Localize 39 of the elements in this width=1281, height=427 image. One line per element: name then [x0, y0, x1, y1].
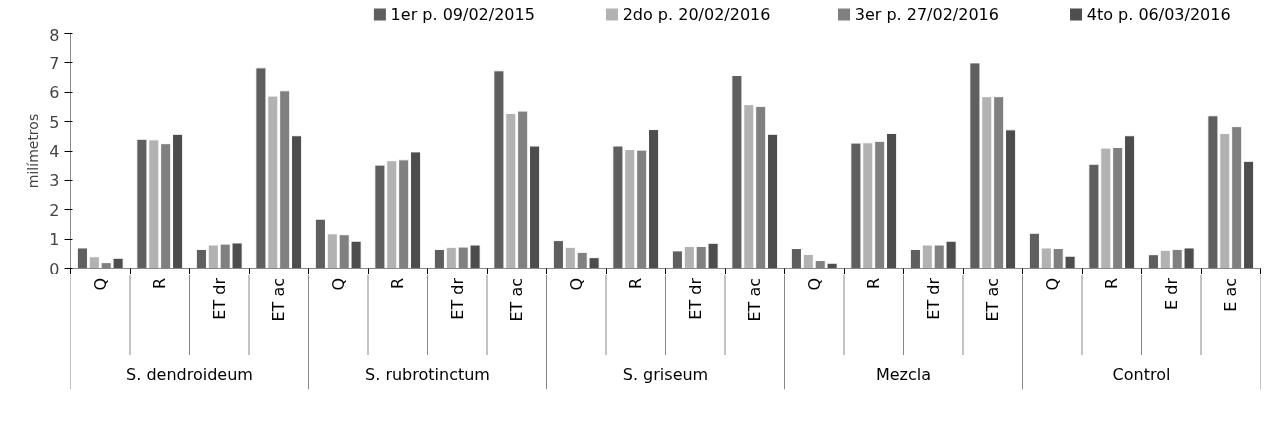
- category-label: ET ac: [269, 277, 289, 322]
- category-label: E ac: [1221, 277, 1241, 312]
- legend-label: 3er p. 27/02/2016: [854, 5, 999, 24]
- y-tick-label: 7: [49, 53, 60, 73]
- category-label: Q: [804, 277, 824, 291]
- legend-label: 2do p. 20/02/2016: [622, 5, 771, 24]
- y-tick-label: 5: [49, 112, 60, 132]
- category-label: Control: [1112, 365, 1171, 385]
- category-label: S. griseum: [622, 365, 709, 385]
- y-tick-label: 4: [49, 142, 60, 161]
- category-label: ET ac: [983, 277, 1003, 322]
- category-label: ET dr: [685, 277, 705, 320]
- category-label: R: [1102, 277, 1122, 290]
- y-tick-label: 6: [49, 83, 60, 103]
- y-tick-label: 8: [49, 25, 60, 45]
- category-label: ET ac: [507, 277, 527, 322]
- category-label: ET dr: [923, 277, 943, 320]
- legend-label: 1er p. 09/02/2015: [390, 5, 535, 24]
- category-label: R: [388, 277, 408, 290]
- category-label: S. dendroideum: [126, 365, 253, 385]
- category-label: R: [626, 277, 646, 290]
- category-label: E dr: [1161, 277, 1181, 310]
- y-tick-label: 0: [49, 259, 60, 279]
- y-axis-title: milímetros: [25, 113, 42, 189]
- y-tick-label: 3: [49, 171, 60, 191]
- category-label: ET dr: [447, 277, 467, 320]
- category-label: Mezcla: [875, 365, 932, 385]
- category-label: R: [150, 277, 170, 290]
- category-label: Q: [90, 277, 110, 291]
- category-label: ET dr: [209, 277, 229, 320]
- category-label: S. rubrotinctum: [365, 365, 490, 385]
- y-tick-label: 1: [49, 230, 60, 250]
- category-label: Q: [1042, 277, 1062, 291]
- category-label: R: [864, 277, 884, 290]
- category-label: Q: [566, 277, 586, 291]
- category-label: ET ac: [745, 277, 765, 322]
- legend-label: 4to p. 06/03/2016: [1086, 5, 1231, 24]
- category-label: Q: [328, 277, 348, 291]
- y-tick-label: 2: [49, 200, 60, 220]
